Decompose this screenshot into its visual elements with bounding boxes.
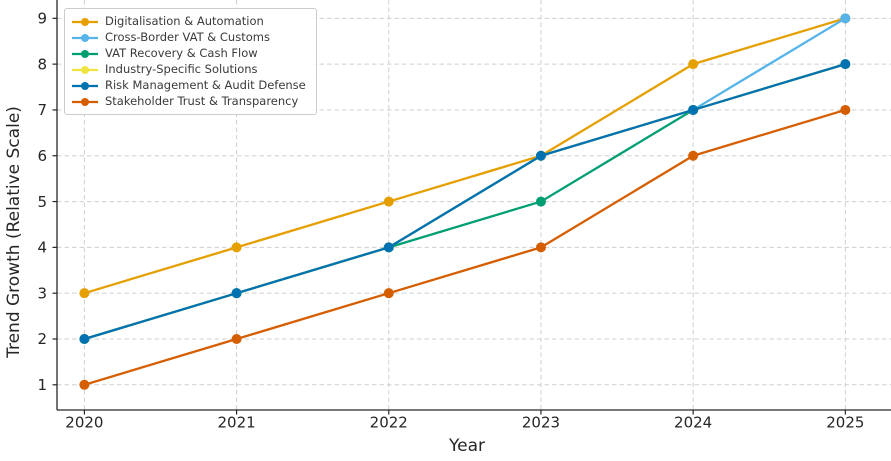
legend-label: VAT Recovery & Cash Flow — [105, 46, 258, 60]
data-point-risk-management-audit-defense-2020 — [79, 333, 90, 344]
data-point-stakeholder-trust-transparency-2021 — [231, 333, 242, 344]
data-point-risk-management-audit-defense-2021 — [231, 288, 242, 299]
legend-item-digitalisation-automation: Digitalisation & Automation — [72, 14, 306, 29]
x-axis-label: Year — [448, 436, 485, 456]
legend: Digitalisation & Automation Cross-Border … — [64, 8, 317, 115]
series-line-stakeholder-trust-transparency — [83, 108, 847, 386]
legend-label: Risk Management & Audit Defense — [105, 78, 306, 92]
legend-marker-icon — [72, 33, 98, 43]
x-tick-label: 2021 — [217, 414, 255, 432]
data-point-stakeholder-trust-transparency-2025 — [840, 104, 851, 115]
data-point-stakeholder-trust-transparency-2020 — [79, 379, 90, 390]
series-lines — [79, 13, 851, 390]
data-point-digitalisation-automation-2020 — [79, 288, 90, 299]
legend-item-industry-specific-solutions: Industry-Specific Solutions — [72, 62, 306, 77]
legend-label: Digitalisation & Automation — [105, 14, 264, 28]
legend-label: Cross-Border VAT & Customs — [105, 30, 270, 44]
series-line-digitalisation-automation — [83, 17, 847, 295]
y-axis-label: Trend Growth (Relative Scale) — [4, 106, 24, 359]
legend-label: Industry-Specific Solutions — [105, 62, 258, 76]
x-tick-label: 2023 — [522, 414, 560, 432]
data-point-digitalisation-automation-2024 — [688, 59, 699, 70]
data-point-stakeholder-trust-transparency-2022 — [383, 288, 394, 299]
data-point-stakeholder-trust-transparency-2023 — [535, 242, 546, 253]
y-tick-label: 4 — [37, 239, 47, 257]
axes-and-ticks: 1 2 3 4 5 6 7 8 9 2020 2021 2022 2023 2024 2025 — [37, 0, 891, 432]
x-tick-label: 2025 — [826, 414, 864, 432]
y-tick-label: 3 — [37, 284, 47, 302]
data-point-risk-management-audit-defense-2025 — [840, 59, 851, 70]
y-tick-label: 7 — [37, 101, 47, 119]
y-tick-label: 1 — [37, 376, 47, 394]
legend-item-vat-recovery-cash-flow: VAT Recovery & Cash Flow — [72, 46, 306, 61]
legend-item-risk-management-audit-defense: Risk Management & Audit Defense — [72, 78, 306, 93]
data-point-stakeholder-trust-transparency-2024 — [688, 150, 699, 161]
y-tick-label: 2 — [37, 330, 47, 348]
legend-marker-icon — [72, 81, 98, 91]
legend-marker-icon — [72, 17, 98, 27]
data-point-risk-management-audit-defense-2022 — [383, 242, 394, 253]
y-tick-label: 8 — [37, 55, 47, 73]
legend-marker-icon — [72, 97, 98, 107]
data-point-digitalisation-automation-2022 — [383, 196, 394, 207]
x-tick-label: 2024 — [674, 414, 712, 432]
y-tick-label: 5 — [37, 193, 47, 211]
legend-item-cross-border-vat-customs: Cross-Border VAT & Customs — [72, 30, 306, 45]
series-line-risk-management-audit-defense — [83, 62, 847, 341]
data-point-cross-border-vat-customs-2025 — [840, 13, 851, 24]
x-tick-label: 2020 — [65, 414, 103, 432]
data-point-risk-management-audit-defense-2024 — [688, 104, 699, 115]
data-point-digitalisation-automation-2021 — [231, 242, 242, 253]
y-tick-label: 6 — [37, 147, 47, 165]
legend-label: Stakeholder Trust & Transparency — [105, 94, 299, 108]
data-point-risk-management-audit-defense-2023 — [535, 150, 546, 161]
legend-item-stakeholder-trust-transparency: Stakeholder Trust & Transparency — [72, 94, 306, 109]
x-tick-label: 2022 — [370, 414, 408, 432]
legend-marker-icon — [72, 65, 98, 75]
y-tick-label: 9 — [37, 10, 47, 28]
series-risk-management-audit-defense — [79, 59, 851, 344]
legend-marker-icon — [72, 49, 98, 59]
series-stakeholder-trust-transparency — [79, 104, 851, 390]
data-point-vat-recovery-cash-flow-2023 — [535, 196, 546, 207]
